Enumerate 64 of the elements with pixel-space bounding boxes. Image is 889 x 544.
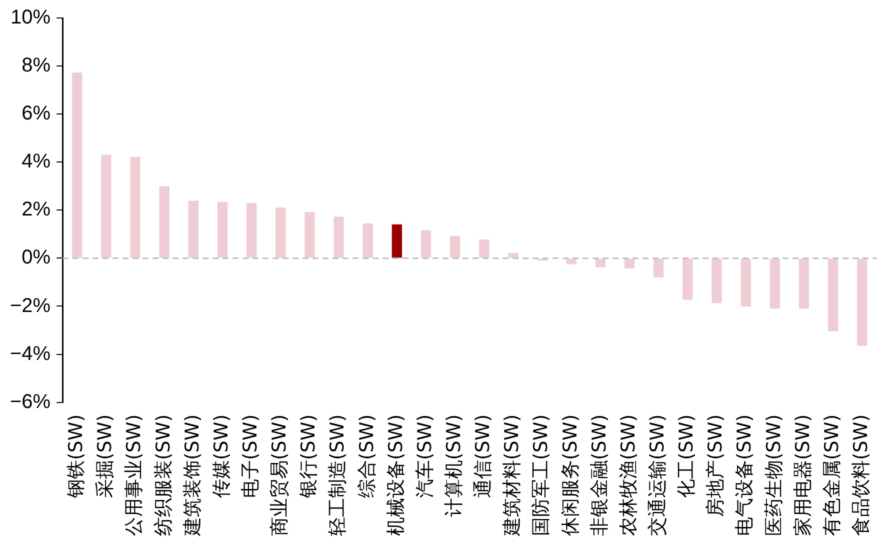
x-tick-label: 食品饮料(SW) (850, 414, 872, 536)
x-tick-label: 汽车(SW) (414, 414, 436, 498)
x-tick-label: 轻工制造(SW) (326, 414, 349, 536)
bar (770, 258, 780, 309)
bar (450, 236, 460, 258)
bar (566, 258, 576, 264)
x-tick-label: 国防军工(SW) (530, 414, 552, 536)
x-tick-label: 通信(SW) (472, 414, 494, 498)
bar (653, 258, 664, 278)
bar (304, 212, 315, 258)
x-tick-label: 建筑装饰(SW) (181, 414, 204, 538)
bar (798, 258, 810, 309)
bar (276, 208, 286, 258)
x-tick-label: 传媒(SW) (210, 414, 232, 498)
y-tick-label: 8% (22, 54, 51, 77)
x-tick-label: 医药生物(SW) (762, 414, 785, 536)
bar (712, 258, 722, 304)
y-tick-label: 2% (22, 198, 51, 221)
x-tick-label: 银行(SW) (298, 414, 320, 500)
x-tick-label: 钢铁(SW) (65, 414, 88, 500)
y-tick-label: −6% (10, 390, 51, 413)
bar (624, 258, 635, 269)
x-tick-label: 电气设备(SW) (734, 414, 756, 536)
x-tick-label: 有色金属(SW) (820, 414, 843, 536)
bar (828, 258, 838, 332)
x-tick-label: 综合(SW) (356, 414, 378, 498)
y-tick-label: −2% (10, 294, 51, 317)
bar (857, 258, 868, 346)
bar (246, 202, 257, 258)
x-tick-label: 采掘(SW) (94, 414, 116, 498)
y-tick-label: −4% (10, 342, 51, 365)
y-tick-label: 0% (22, 246, 51, 269)
y-tick-label: 4% (22, 150, 51, 173)
x-tick-label: 电子(SW) (240, 414, 262, 498)
x-tick-label: 交通运输(SW) (646, 414, 669, 536)
x-tick-label: 化工(SW) (676, 414, 698, 498)
x-tick-label: 休闲服务(SW) (559, 414, 582, 536)
x-tick-label: 机械设备(SW) (384, 414, 407, 536)
bar (362, 223, 373, 258)
x-tick-label: 农林牧渔(SW) (617, 414, 640, 536)
x-tick-label: 计算机(SW) (443, 414, 466, 518)
bar (682, 258, 693, 300)
bar (740, 258, 751, 306)
x-tick-label: 建筑材料(SW) (501, 414, 524, 538)
x-tick-label: 纺织服装(SW) (152, 414, 174, 536)
bar (595, 258, 606, 268)
bar (334, 216, 344, 258)
bar (72, 72, 82, 258)
bar (508, 252, 518, 258)
bar (101, 154, 112, 258)
bar (159, 186, 170, 258)
bar (217, 202, 228, 258)
bar (130, 156, 140, 258)
x-tick-label: 商业贸易(SW) (268, 414, 291, 536)
y-tick-label: 10% (10, 6, 51, 29)
x-tick-label: 房地产(SW) (704, 414, 727, 518)
y-tick-label: 6% (22, 102, 51, 125)
bar (479, 239, 490, 258)
bar (188, 200, 198, 258)
bar (420, 230, 432, 258)
x-tick-label: 非银金融(SW) (588, 414, 610, 536)
x-tick-label: 家用电器(SW) (792, 414, 814, 536)
x-tick-label: 公用事业(SW) (123, 414, 146, 536)
bar (392, 224, 402, 258)
